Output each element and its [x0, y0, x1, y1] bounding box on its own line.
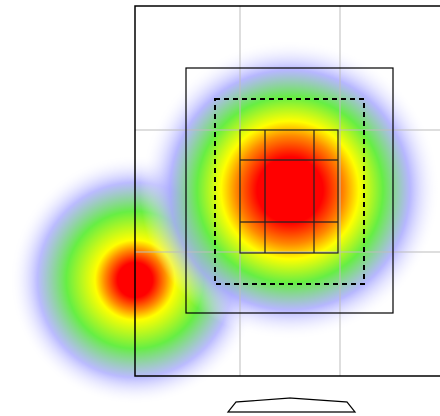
- screen-frame: [134, 5, 440, 377]
- inner-grid: [239, 129, 339, 254]
- dashed-region: [214, 98, 365, 285]
- stand-icon: [226, 397, 357, 413]
- hotspot-center: [140, 40, 440, 340]
- inner-region: [185, 67, 394, 314]
- heatmap-layer: [10, 40, 440, 405]
